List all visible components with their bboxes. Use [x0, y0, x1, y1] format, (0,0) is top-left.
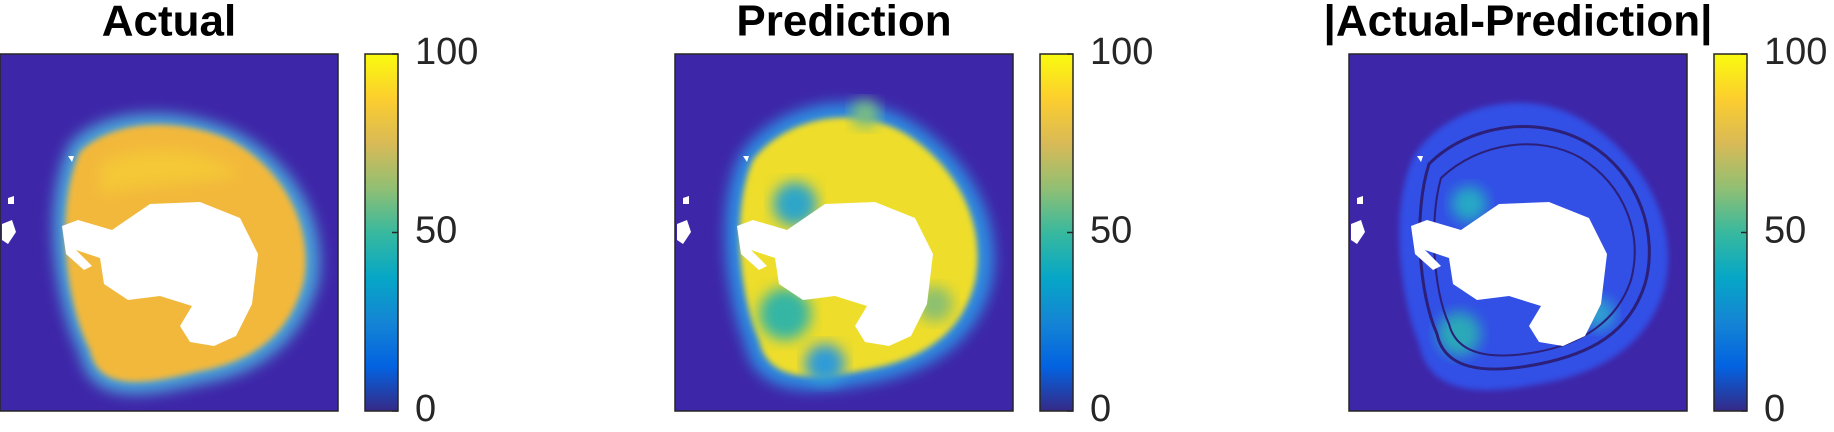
- colorbar-tick-label: 100: [1764, 31, 1827, 73]
- colorbar-tick-label: 50: [1764, 210, 1806, 252]
- colorbar-tick-label: 0: [1764, 388, 1785, 430]
- panel-title: Prediction: [736, 0, 951, 46]
- colorbar-tick-label: 0: [415, 388, 436, 430]
- colorbar-tick-label: 50: [415, 210, 457, 252]
- panel-title: |Actual-Prediction|: [1324, 0, 1713, 47]
- colorbar-tick-label: 50: [1090, 210, 1132, 252]
- map-actual: [0, 53, 339, 412]
- colorbar-tick-label: 100: [415, 31, 478, 73]
- map-difference: [1348, 53, 1688, 412]
- map-prediction: [674, 53, 1014, 412]
- panel-title: Actual: [102, 0, 236, 46]
- colorbar-tick-label: 100: [1090, 31, 1153, 73]
- colorbar-tick-label: 0: [1090, 388, 1111, 430]
